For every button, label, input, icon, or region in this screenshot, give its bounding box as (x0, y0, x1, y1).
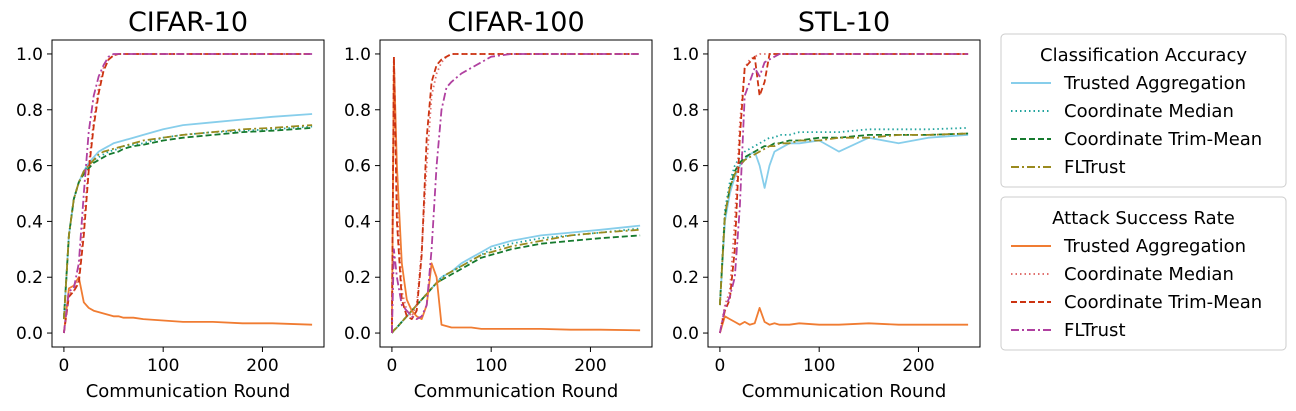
series-line-8 (63, 53, 313, 334)
series-line-8 (719, 53, 969, 334)
y-tick-label: 0.4 (16, 212, 43, 232)
y-tick-label: 0.2 (672, 268, 699, 288)
series-group (63, 53, 313, 334)
y-tick-label: 0.6 (344, 157, 371, 177)
y-tick-label: 0.0 (672, 324, 699, 344)
chart-panel-2: 0 100 200 0.0 0.2 0.4 0.6 0.8 1.0 CIFAR-100 Commun… (344, 7, 653, 402)
plot-frame (51, 39, 325, 348)
legend-entry-label: Trusted Aggregation (1063, 73, 1246, 94)
x-tick-label: 100 (475, 356, 507, 376)
series-line-1 (719, 134, 969, 306)
x-tick-label: 200 (574, 356, 606, 376)
series-line-3 (63, 127, 313, 320)
x-tick-label: 0 (386, 356, 397, 376)
x-axis-label: Communication Round (86, 381, 291, 402)
y-tick-label: 0.4 (672, 212, 699, 232)
x-tick-label: 200 (902, 356, 934, 376)
y-tick-label: 0.8 (344, 101, 371, 121)
legend-frame (1000, 196, 1287, 351)
x-tick-label: 0 (58, 356, 69, 376)
legend-entry-label: Coordinate Trim-Mean (1064, 292, 1262, 313)
series-line-5 (63, 276, 313, 334)
series-line-2 (391, 227, 641, 334)
series-group (719, 53, 969, 334)
x-axis-label: Communication Round (414, 381, 619, 402)
y-tick-label: 0.0 (344, 324, 371, 344)
legend-entry-label: Coordinate Median (1064, 264, 1234, 285)
chart-title: STL-10 (798, 7, 890, 38)
series-line-8 (391, 53, 641, 334)
y-tick-label: 0.0 (16, 324, 43, 344)
series-line-5 (391, 58, 641, 334)
series-line-4 (719, 132, 969, 306)
y-tick-label: 0.2 (16, 268, 43, 288)
series-line-5 (719, 306, 969, 334)
legend-attack-success-rate: Attack Success Rate Trusted Aggregation Co… (1000, 196, 1287, 351)
chart-title: CIFAR-100 (447, 7, 584, 38)
x-tick-label: 100 (803, 356, 835, 376)
chart-panel-3: 0 100 200 0.0 0.2 0.4 0.6 0.8 1.0 STL-10 Communica… (672, 7, 981, 402)
y-tick-label: 0.8 (672, 101, 699, 121)
x-tick-label: 200 (246, 356, 278, 376)
x-axis-label: Communication Round (742, 381, 947, 402)
legend-entry-label: Trusted Aggregation (1063, 236, 1246, 257)
series-group (391, 53, 641, 334)
legend-title: Attack Success Rate (1052, 208, 1235, 229)
x-tick-label: 100 (147, 356, 179, 376)
y-tick-label: 0.4 (344, 212, 371, 232)
legend-frame (1000, 33, 1287, 188)
y-tick-label: 1.0 (16, 45, 43, 65)
legend-classification-accuracy: Classification Accuracy Trusted Aggregati… (1000, 33, 1287, 188)
chart-panel-1: 0 100 200 0.0 0.2 0.4 0.6 0.8 1.0 CIFAR-10 Communi… (16, 7, 325, 402)
y-tick-label: 1.0 (672, 45, 699, 65)
y-tick-label: 0.6 (16, 157, 43, 177)
series-line-4 (391, 228, 641, 334)
y-tick-label: 1.0 (344, 45, 371, 65)
chart-title: CIFAR-10 (128, 7, 248, 38)
series-line-1 (63, 113, 313, 320)
legend-entry-label: FLTrust (1064, 157, 1126, 178)
x-tick-label: 0 (714, 356, 725, 376)
y-tick-label: 0.2 (344, 268, 371, 288)
legend-title: Classification Accuracy (1040, 45, 1247, 66)
plot-frame (707, 39, 981, 348)
y-tick-label: 0.8 (16, 101, 43, 121)
series-line-2 (719, 127, 969, 306)
y-tick-label: 0.6 (672, 157, 699, 177)
series-line-4 (63, 124, 313, 320)
plot-frame (379, 39, 653, 348)
legend-entry-label: Coordinate Trim-Mean (1064, 129, 1262, 150)
legend-entry-label: FLTrust (1064, 320, 1126, 341)
legend-entry-label: Coordinate Median (1064, 101, 1234, 122)
